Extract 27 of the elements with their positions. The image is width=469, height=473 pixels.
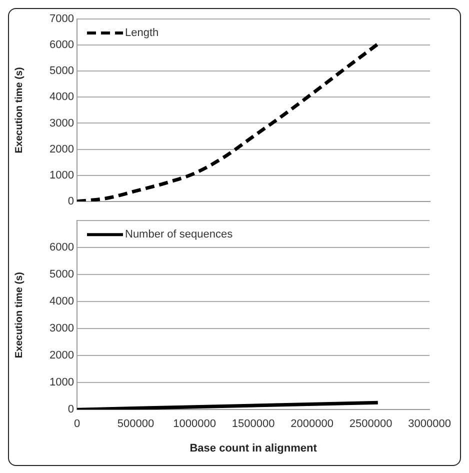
x-tick-label: 2500000: [349, 418, 392, 430]
y-tick-label: 1000: [50, 169, 74, 182]
y-tick-label: 4000: [50, 296, 74, 308]
x-tick-label: 1500000: [232, 418, 275, 430]
y-tick-label: 2000: [50, 350, 74, 362]
y-tick-label: 1000: [50, 376, 74, 389]
y-tick-label: 5000: [50, 65, 74, 78]
y-tick-label: 3000: [50, 117, 74, 130]
x-tick-label: 3000000: [408, 418, 451, 430]
y-tick-label: 3000: [50, 322, 74, 335]
y-tick-label: 0: [68, 404, 74, 416]
y-tick-label: 5000: [50, 268, 74, 281]
legend-label: Length: [125, 27, 159, 40]
x-tick-label: 500000: [117, 418, 154, 430]
x-axis-title: Base count in alignment: [190, 442, 318, 454]
y-tick-label: 7000: [50, 13, 74, 26]
y-tick-label: 6000: [50, 242, 74, 254]
y-tick-label: 0: [68, 195, 74, 208]
line-series: [77, 42, 380, 202]
y-axis-title: Execution time (s): [14, 272, 25, 358]
y-tick-label: 2000: [50, 143, 74, 156]
legend-label: Number of sequences: [125, 228, 234, 241]
y-tick-label: 6000: [50, 39, 74, 52]
y-axis-title: Execution time (s): [14, 67, 25, 154]
x-tick-label: 2000000: [290, 418, 334, 430]
y-tick-label: 4000: [50, 91, 74, 104]
x-tick-label: 1000000: [173, 418, 216, 430]
